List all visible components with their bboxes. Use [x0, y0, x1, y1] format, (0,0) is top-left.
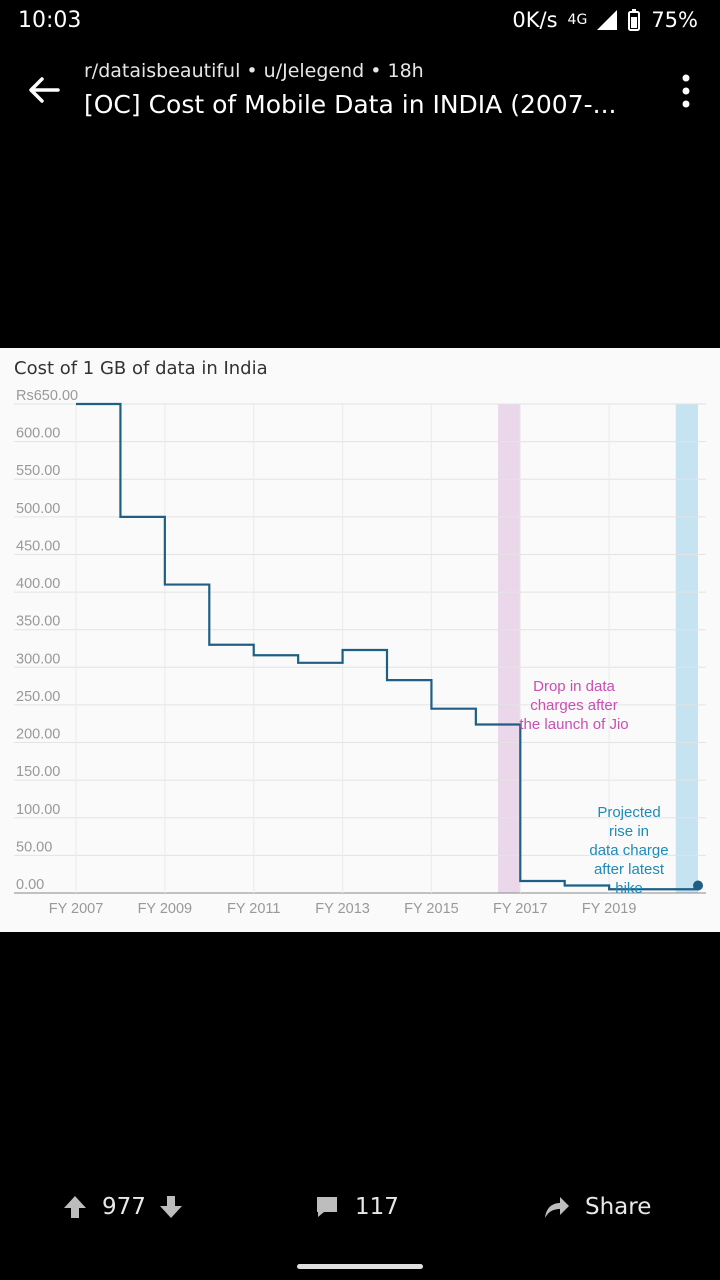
- y-tick-label: 150.00: [16, 764, 60, 780]
- back-arrow-icon[interactable]: [24, 70, 64, 110]
- upvote-count: 977: [102, 1194, 146, 1220]
- y-tick-label: 0.00: [16, 877, 44, 893]
- post-header: r/dataisbeautiful • u/Jelegend • 18h [OC…: [0, 52, 720, 132]
- y-tick-label: 500.00: [16, 501, 60, 517]
- y-tick-label: 550.00: [16, 463, 60, 479]
- post-image-chart[interactable]: Cost of 1 GB of data in India 0.00 50.00 1…: [0, 348, 720, 932]
- comments-button[interactable]: 117: [314, 1194, 399, 1220]
- y-tick-label: 250.00: [16, 689, 60, 705]
- status-bar: 10:03 0K/s 4G 75%: [0, 0, 720, 44]
- annotation-text-1: data charge: [589, 842, 668, 859]
- vote-group: 977: [62, 1194, 184, 1220]
- comment-icon: [317, 1197, 337, 1217]
- network-speed: 0K/s: [512, 8, 558, 32]
- signal-icon: [597, 10, 618, 30]
- annotation-text-1: hike: [615, 880, 643, 897]
- series-end-point: [693, 880, 703, 891]
- x-tick-label: FY 2017: [493, 901, 548, 917]
- y-tick-label: 450.00: [16, 538, 60, 554]
- battery-icon: [628, 9, 641, 31]
- highlight-band-1: [675, 404, 698, 893]
- x-tick-label: FY 2019: [582, 901, 637, 917]
- y-tick-label: 50.00: [16, 839, 52, 855]
- post-title: [OC] Cost of Mobile Data in INDIA (2007-…: [84, 90, 617, 119]
- chart-svg: 0.00 50.00 100.00 150.00 200.00 250.00 300.00 3…: [14, 388, 706, 917]
- comment-count: 117: [355, 1194, 399, 1220]
- subreddit-line[interactable]: r/dataisbeautiful • u/Jelegend • 18h: [84, 60, 424, 82]
- annotation-text-0: the launch of Jio: [519, 716, 628, 733]
- upvote-icon[interactable]: [62, 1194, 88, 1220]
- status-time: 10:03: [18, 8, 82, 33]
- more-options-icon[interactable]: [680, 72, 692, 112]
- y-tick-label: 300.00: [16, 651, 60, 667]
- x-tick-label: FY 2007: [49, 901, 104, 917]
- x-tick-label: FY 2009: [138, 901, 193, 917]
- y-tick-label: 600.00: [16, 426, 60, 442]
- annotation-text-1: after latest: [594, 861, 665, 878]
- x-tick-label: FY 2013: [315, 901, 370, 917]
- share-label: Share: [585, 1194, 652, 1220]
- highlight-band-0: [498, 404, 521, 893]
- share-icon: [545, 1197, 569, 1218]
- y-tick-label: 100.00: [16, 802, 60, 818]
- annotation-text-1: rise in: [609, 823, 649, 840]
- y-tick-label: Rs650.00: [16, 388, 78, 404]
- annotation-text-1: Projected: [597, 804, 660, 821]
- annotation-text-0: charges after: [530, 697, 618, 714]
- x-tick-label: FY 2011: [227, 901, 280, 917]
- share-button[interactable]: Share: [542, 1194, 651, 1220]
- y-tick-label: 350.00: [16, 614, 60, 630]
- battery-level: 75%: [651, 8, 698, 32]
- action-bar: 977 117 Share: [0, 1186, 720, 1236]
- annotation-text-0: Drop in data: [533, 678, 615, 695]
- y-tick-label: 400.00: [16, 576, 60, 592]
- home-indicator[interactable]: [297, 1264, 423, 1269]
- status-right: 0K/s 4G 75%: [512, 8, 698, 32]
- downvote-icon[interactable]: [158, 1194, 184, 1220]
- chart-title: Cost of 1 GB of data in India: [14, 358, 268, 379]
- x-tick-label: FY 2015: [404, 901, 459, 917]
- y-tick-label: 200.00: [16, 727, 60, 743]
- series-line-0: [76, 402, 700, 891]
- network-type: 4G: [567, 12, 588, 28]
